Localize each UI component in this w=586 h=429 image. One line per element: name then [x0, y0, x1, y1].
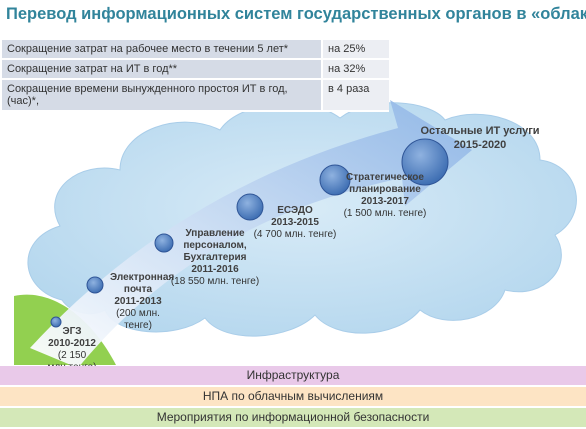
stage-name: Управление персоналом, Бухгалтерия: [183, 228, 247, 263]
stage-dot-strategic: [319, 164, 351, 196]
stage-esedo: ЕСЭДО 2013-2015 (4 700 млн. тенге): [240, 205, 350, 241]
table-row: Сокращение затрат на ИТ в год** на 32%: [2, 59, 389, 79]
stage-dot-egz: [50, 316, 62, 328]
stage-cost: (1 500 млн. тенге): [343, 208, 427, 219]
stage-email: Электронная почта 2011-2013 (200 млн. те…: [100, 272, 176, 332]
band-npa: НПА по облачным вычислениям: [0, 387, 586, 406]
stage-name: Стратегическое планирование: [346, 172, 424, 195]
stat-label: Сокращение затрат на ИТ в год**: [2, 59, 323, 79]
stage-dot-hr: [154, 233, 174, 253]
stat-value: в 4 раза: [322, 79, 389, 111]
stage-years: 2013-2017: [361, 196, 409, 207]
stage-dot-email: [86, 276, 104, 294]
stage-hr: Управление персоналом, Бухгалтерия 2011-…: [160, 228, 270, 288]
stage-other: Остальные ИТ услуги 2015-2020: [410, 124, 550, 152]
stage-years: 2015-2020: [453, 139, 507, 151]
stat-value: на 25%: [322, 40, 389, 59]
stage-cost: (18 550 млн. тенге): [170, 276, 260, 287]
stage-name: ЭГЗ: [62, 326, 82, 337]
stage-strategic: Стратегическое планирование 2013-2017 (1…: [330, 172, 440, 220]
growth-arrow: [30, 100, 472, 368]
page-title: Перевод информационных систем государств…: [6, 5, 586, 23]
stage-years: 2010-2012: [48, 338, 96, 349]
stage-years: 2011-2016: [191, 264, 239, 275]
stat-label: Сокращение затрат на рабочее место в теч…: [2, 40, 323, 59]
stage-cost: (4 700 млн. тенге): [253, 229, 337, 240]
table-row: Сокращение времени вынужденного простоя …: [2, 79, 389, 111]
stage-dot-esedo: [236, 193, 264, 221]
band-security: Мероприятия по информационной безопаснос…: [0, 408, 586, 427]
table-row: Сокращение затрат на рабочее место в теч…: [2, 40, 389, 59]
stat-label: Сокращение времени вынужденного простоя …: [2, 79, 323, 111]
stage-name: Электронная почта: [110, 272, 175, 295]
stage-years: 2013-2015: [271, 217, 319, 228]
savings-table: Сокращение затрат на рабочее место в теч…: [2, 40, 389, 112]
stage-cost: (200 млн. тенге): [116, 308, 160, 331]
stage-name: Остальные ИТ услуги: [420, 125, 540, 137]
band-infrastructure: Инфраструктура: [0, 366, 586, 385]
stage-years: 2011-2013: [114, 296, 162, 307]
stage-dot-other: [401, 138, 449, 186]
stat-value: на 32%: [322, 59, 389, 79]
stage-name: ЕСЭДО: [277, 205, 313, 216]
